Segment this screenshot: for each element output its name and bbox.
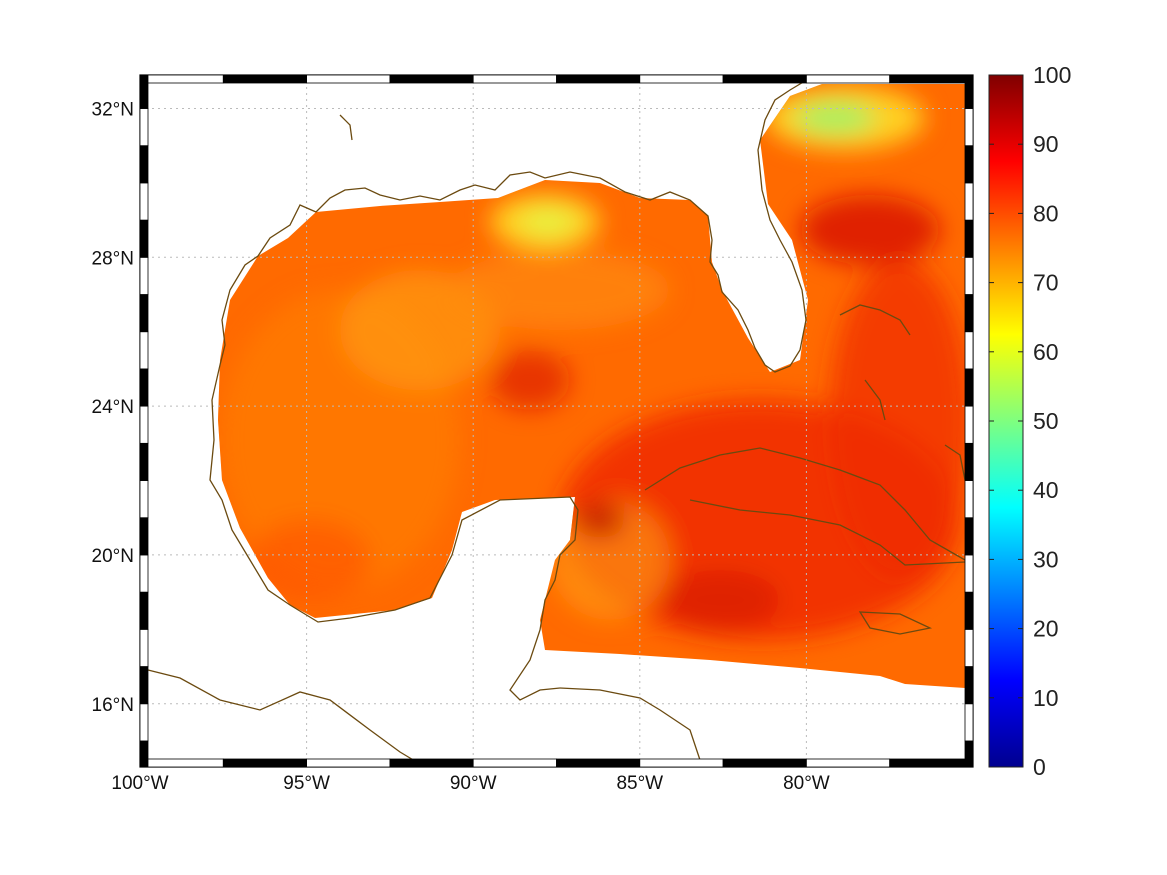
lat-tick-label: 28°N: [92, 248, 134, 269]
border-segment: [222, 758, 308, 768]
border-segment: [139, 740, 149, 768]
border-segment: [389, 758, 474, 768]
border-segment: [964, 219, 974, 258]
border-segment: [389, 74, 474, 84]
border-segment: [964, 480, 974, 519]
colorbar-tick-label: 10: [1033, 685, 1059, 711]
border-segment: [639, 758, 724, 768]
border-segment: [889, 758, 974, 768]
lon-tick-label: 80°W: [783, 773, 830, 794]
lon-tick-label: 100°W: [111, 773, 168, 794]
border-segment: [964, 442, 974, 481]
border-segment: [139, 591, 149, 630]
border-segment: [806, 74, 891, 84]
border-segment: [139, 442, 149, 481]
border-segment: [139, 145, 149, 184]
border-segment: [964, 591, 974, 630]
colorbar-tick-label: 0: [1033, 754, 1046, 780]
colorbar-tick-label: 80: [1033, 200, 1059, 226]
colorbar-tick-label: 90: [1033, 131, 1059, 157]
border-segment: [222, 74, 308, 84]
colorbar-tick-label: 30: [1033, 546, 1059, 572]
map-border-ticks: [139, 74, 974, 768]
colorbar-tick-label: 100: [1033, 62, 1071, 88]
border-segment: [639, 74, 724, 84]
border-segment: [556, 74, 641, 84]
border-segment: [964, 145, 974, 184]
lat-tick-label: 24°N: [92, 397, 134, 418]
border-segment: [139, 628, 149, 667]
lat-tick-label: 16°N: [92, 695, 134, 716]
colorbar-ticks: 0 10 20 30 40 50 60 70 80 90 100: [989, 62, 1071, 780]
border-segment: [139, 554, 149, 593]
border-segment: [139, 480, 149, 519]
latitude-labels: 32°N 28°N 24°N 20°N 16°N: [92, 99, 134, 715]
border-segment: [964, 182, 974, 221]
lat-tick-label: 20°N: [92, 546, 134, 567]
border-segment: [139, 405, 149, 444]
lat-tick-label: 32°N: [92, 99, 134, 120]
border-segment: [139, 219, 149, 258]
colorbar-tick-label: 20: [1033, 616, 1059, 642]
border-segment: [964, 740, 974, 768]
border-segment: [964, 628, 974, 667]
border-segment: [964, 517, 974, 556]
border-segment: [139, 74, 149, 109]
border-segment: [964, 331, 974, 370]
border-segment: [306, 758, 391, 768]
border-segment: [139, 74, 224, 84]
colorbar-tick-label: 40: [1033, 477, 1059, 503]
border-segment: [139, 758, 224, 768]
border-segment: [139, 517, 149, 556]
lon-tick-label: 85°W: [616, 773, 663, 794]
border-segment: [139, 256, 149, 295]
border-segment: [472, 74, 557, 84]
gridlines: [140, 75, 973, 767]
longitude-labels: 100°W 95°W 90°W 85°W 80°W: [111, 773, 829, 794]
border-segment: [964, 108, 974, 147]
border-segment: [722, 74, 807, 84]
border-segment: [139, 368, 149, 407]
border-segment: [964, 294, 974, 333]
border-segment: [964, 554, 974, 593]
border-segment: [964, 74, 974, 109]
border-segment: [139, 703, 149, 742]
border-segment: [964, 368, 974, 407]
border-segment: [964, 666, 974, 705]
border-segment: [139, 294, 149, 333]
coastlines: [139, 77, 966, 768]
colorbar-tick-label: 70: [1033, 270, 1059, 296]
border-segment: [964, 256, 974, 295]
colorbar-tick-label: 60: [1033, 339, 1059, 365]
border-segment: [964, 703, 974, 742]
border-segment: [139, 108, 149, 147]
border-segment: [556, 758, 641, 768]
border-segment: [472, 758, 557, 768]
border-segment: [139, 666, 149, 705]
border-segment: [964, 405, 974, 444]
colorbar-tick-label: 50: [1033, 408, 1059, 434]
border-segment: [806, 758, 891, 768]
border-segment: [139, 182, 149, 221]
colorbar: [988, 74, 1024, 768]
border-segment: [139, 331, 149, 370]
lon-tick-label: 90°W: [450, 773, 497, 794]
border-segment: [722, 758, 807, 768]
lon-tick-label: 95°W: [283, 773, 330, 794]
border-segment: [306, 74, 391, 84]
border-segment: [889, 74, 974, 84]
